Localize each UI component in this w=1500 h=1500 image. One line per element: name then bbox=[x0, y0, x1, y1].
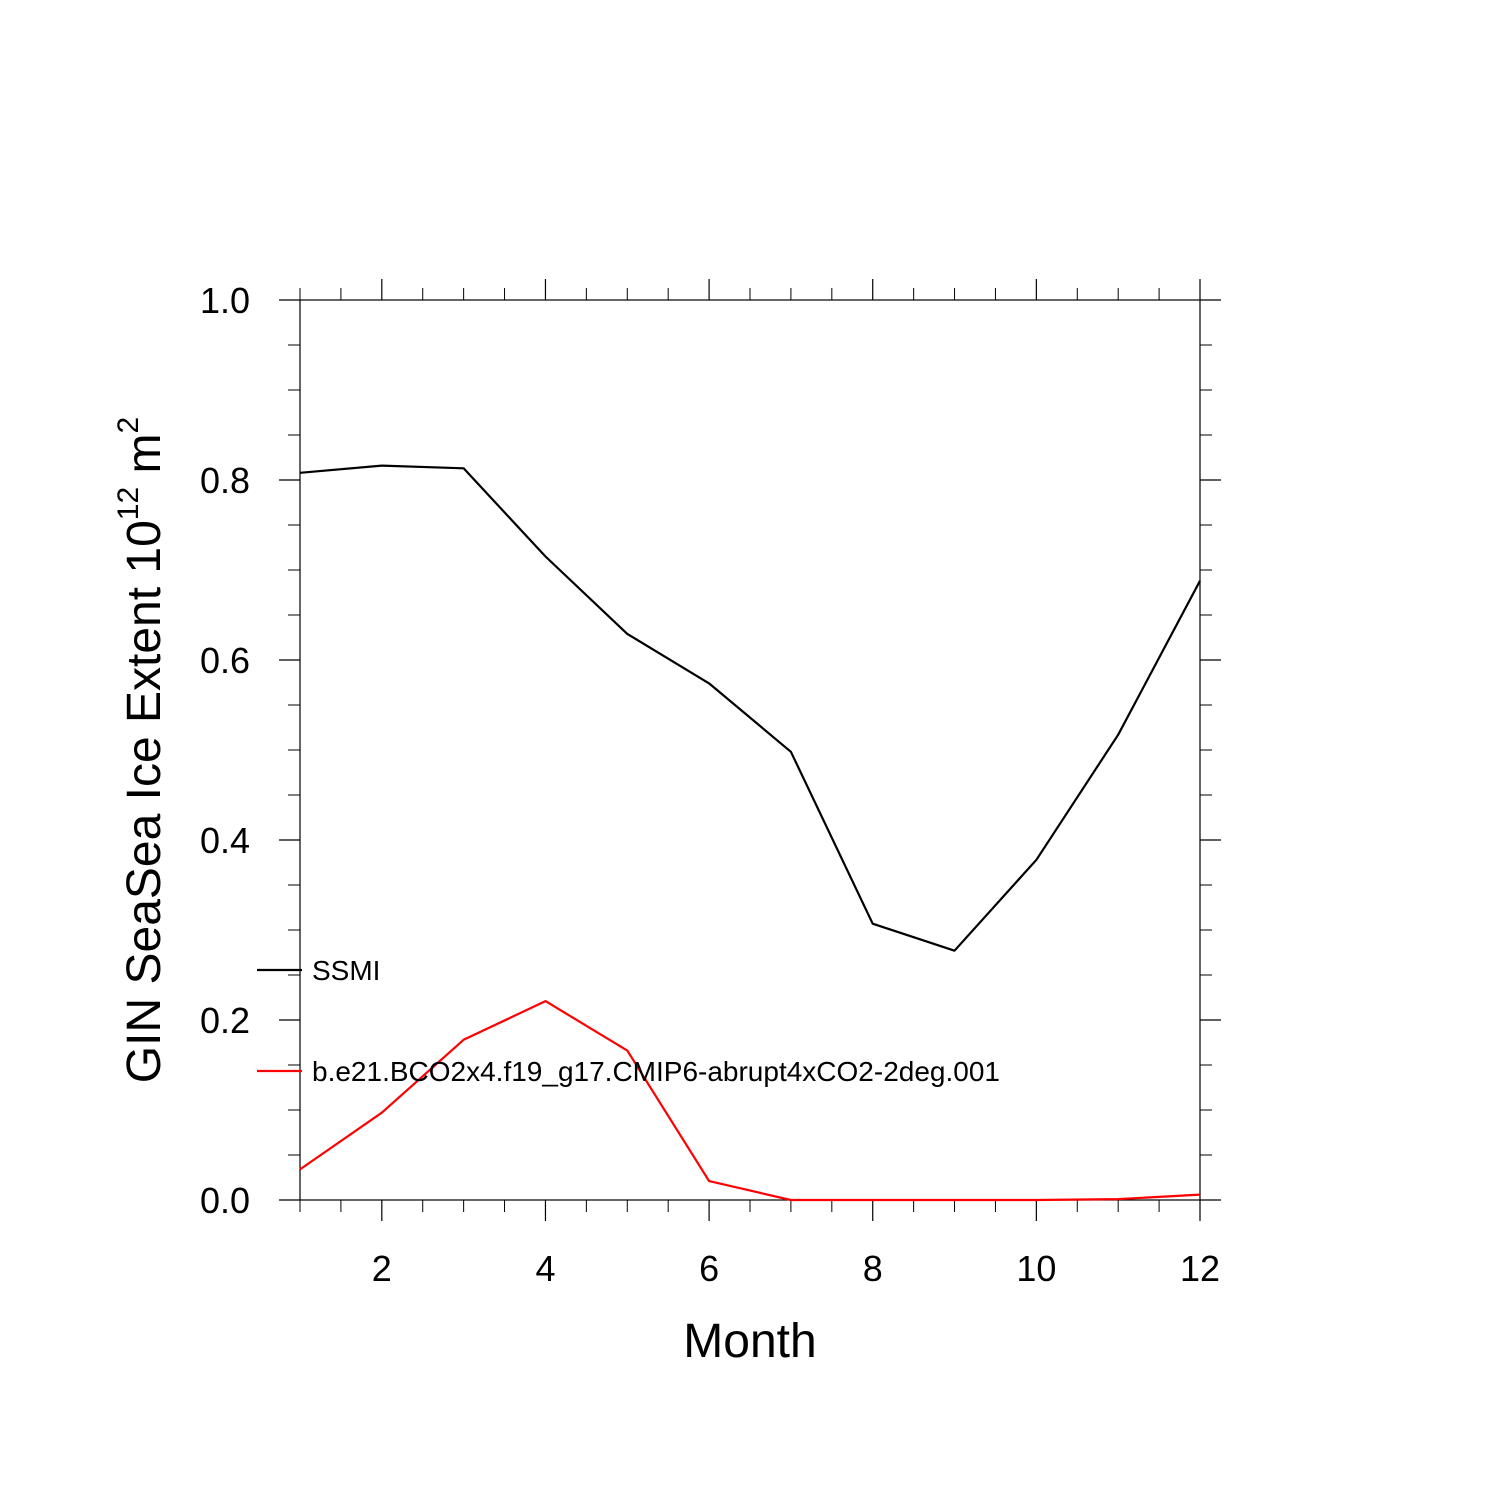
x-tick-label: 4 bbox=[535, 1248, 555, 1289]
series-layer bbox=[299, 464, 1201, 1202]
x-tick-label: 12 bbox=[1180, 1248, 1220, 1289]
series-line-1 bbox=[299, 464, 1201, 952]
y-axis-title-text: GIN SeaSea Ice Extent 10 bbox=[118, 520, 171, 1083]
y-tick-label: 0.2 bbox=[200, 1000, 250, 1041]
y-tick-labels: 0.0 0.2 0.4 0.6 0.8 1.0 bbox=[200, 280, 250, 1221]
legend-label-1: SSMI bbox=[312, 955, 380, 986]
y-tick-label: 0.8 bbox=[200, 460, 250, 501]
major-ticks bbox=[279, 279, 1221, 1221]
plot-frame bbox=[299, 299, 1201, 1201]
series-line-2 bbox=[299, 999, 1201, 1202]
x-tick-label: 2 bbox=[372, 1248, 392, 1289]
y-axis-title-exponent: 12 bbox=[112, 487, 145, 520]
y-axis-title-unit: m bbox=[118, 433, 171, 486]
x-tick-label: 10 bbox=[1016, 1248, 1056, 1289]
y-tick-label: 1.0 bbox=[200, 280, 250, 321]
y-axis-title-unit-exponent: 2 bbox=[112, 417, 145, 434]
y-tick-label: 0.6 bbox=[200, 640, 250, 681]
minor-ticks bbox=[288, 288, 1212, 1212]
legend-label-2: b.e21.BCO2x4.f19_g17.CMIP6-abrupt4xCO2-2… bbox=[312, 1056, 1000, 1087]
y-tick-label: 0.0 bbox=[200, 1180, 250, 1221]
legend: SSMI b.e21.BCO2x4.f19_g17.CMIP6-abrupt4xC… bbox=[257, 955, 1000, 1087]
y-axis-title: GIN SeaSea Ice Extent 1012 m2 bbox=[112, 417, 171, 1083]
x-axis-title: Month bbox=[683, 1315, 816, 1368]
x-tick-label: 8 bbox=[863, 1248, 883, 1289]
x-tick-label: 6 bbox=[699, 1248, 719, 1289]
x-tick-labels: 2 4 6 8 10 12 bbox=[372, 1248, 1220, 1289]
y-tick-label: 0.4 bbox=[200, 820, 250, 861]
